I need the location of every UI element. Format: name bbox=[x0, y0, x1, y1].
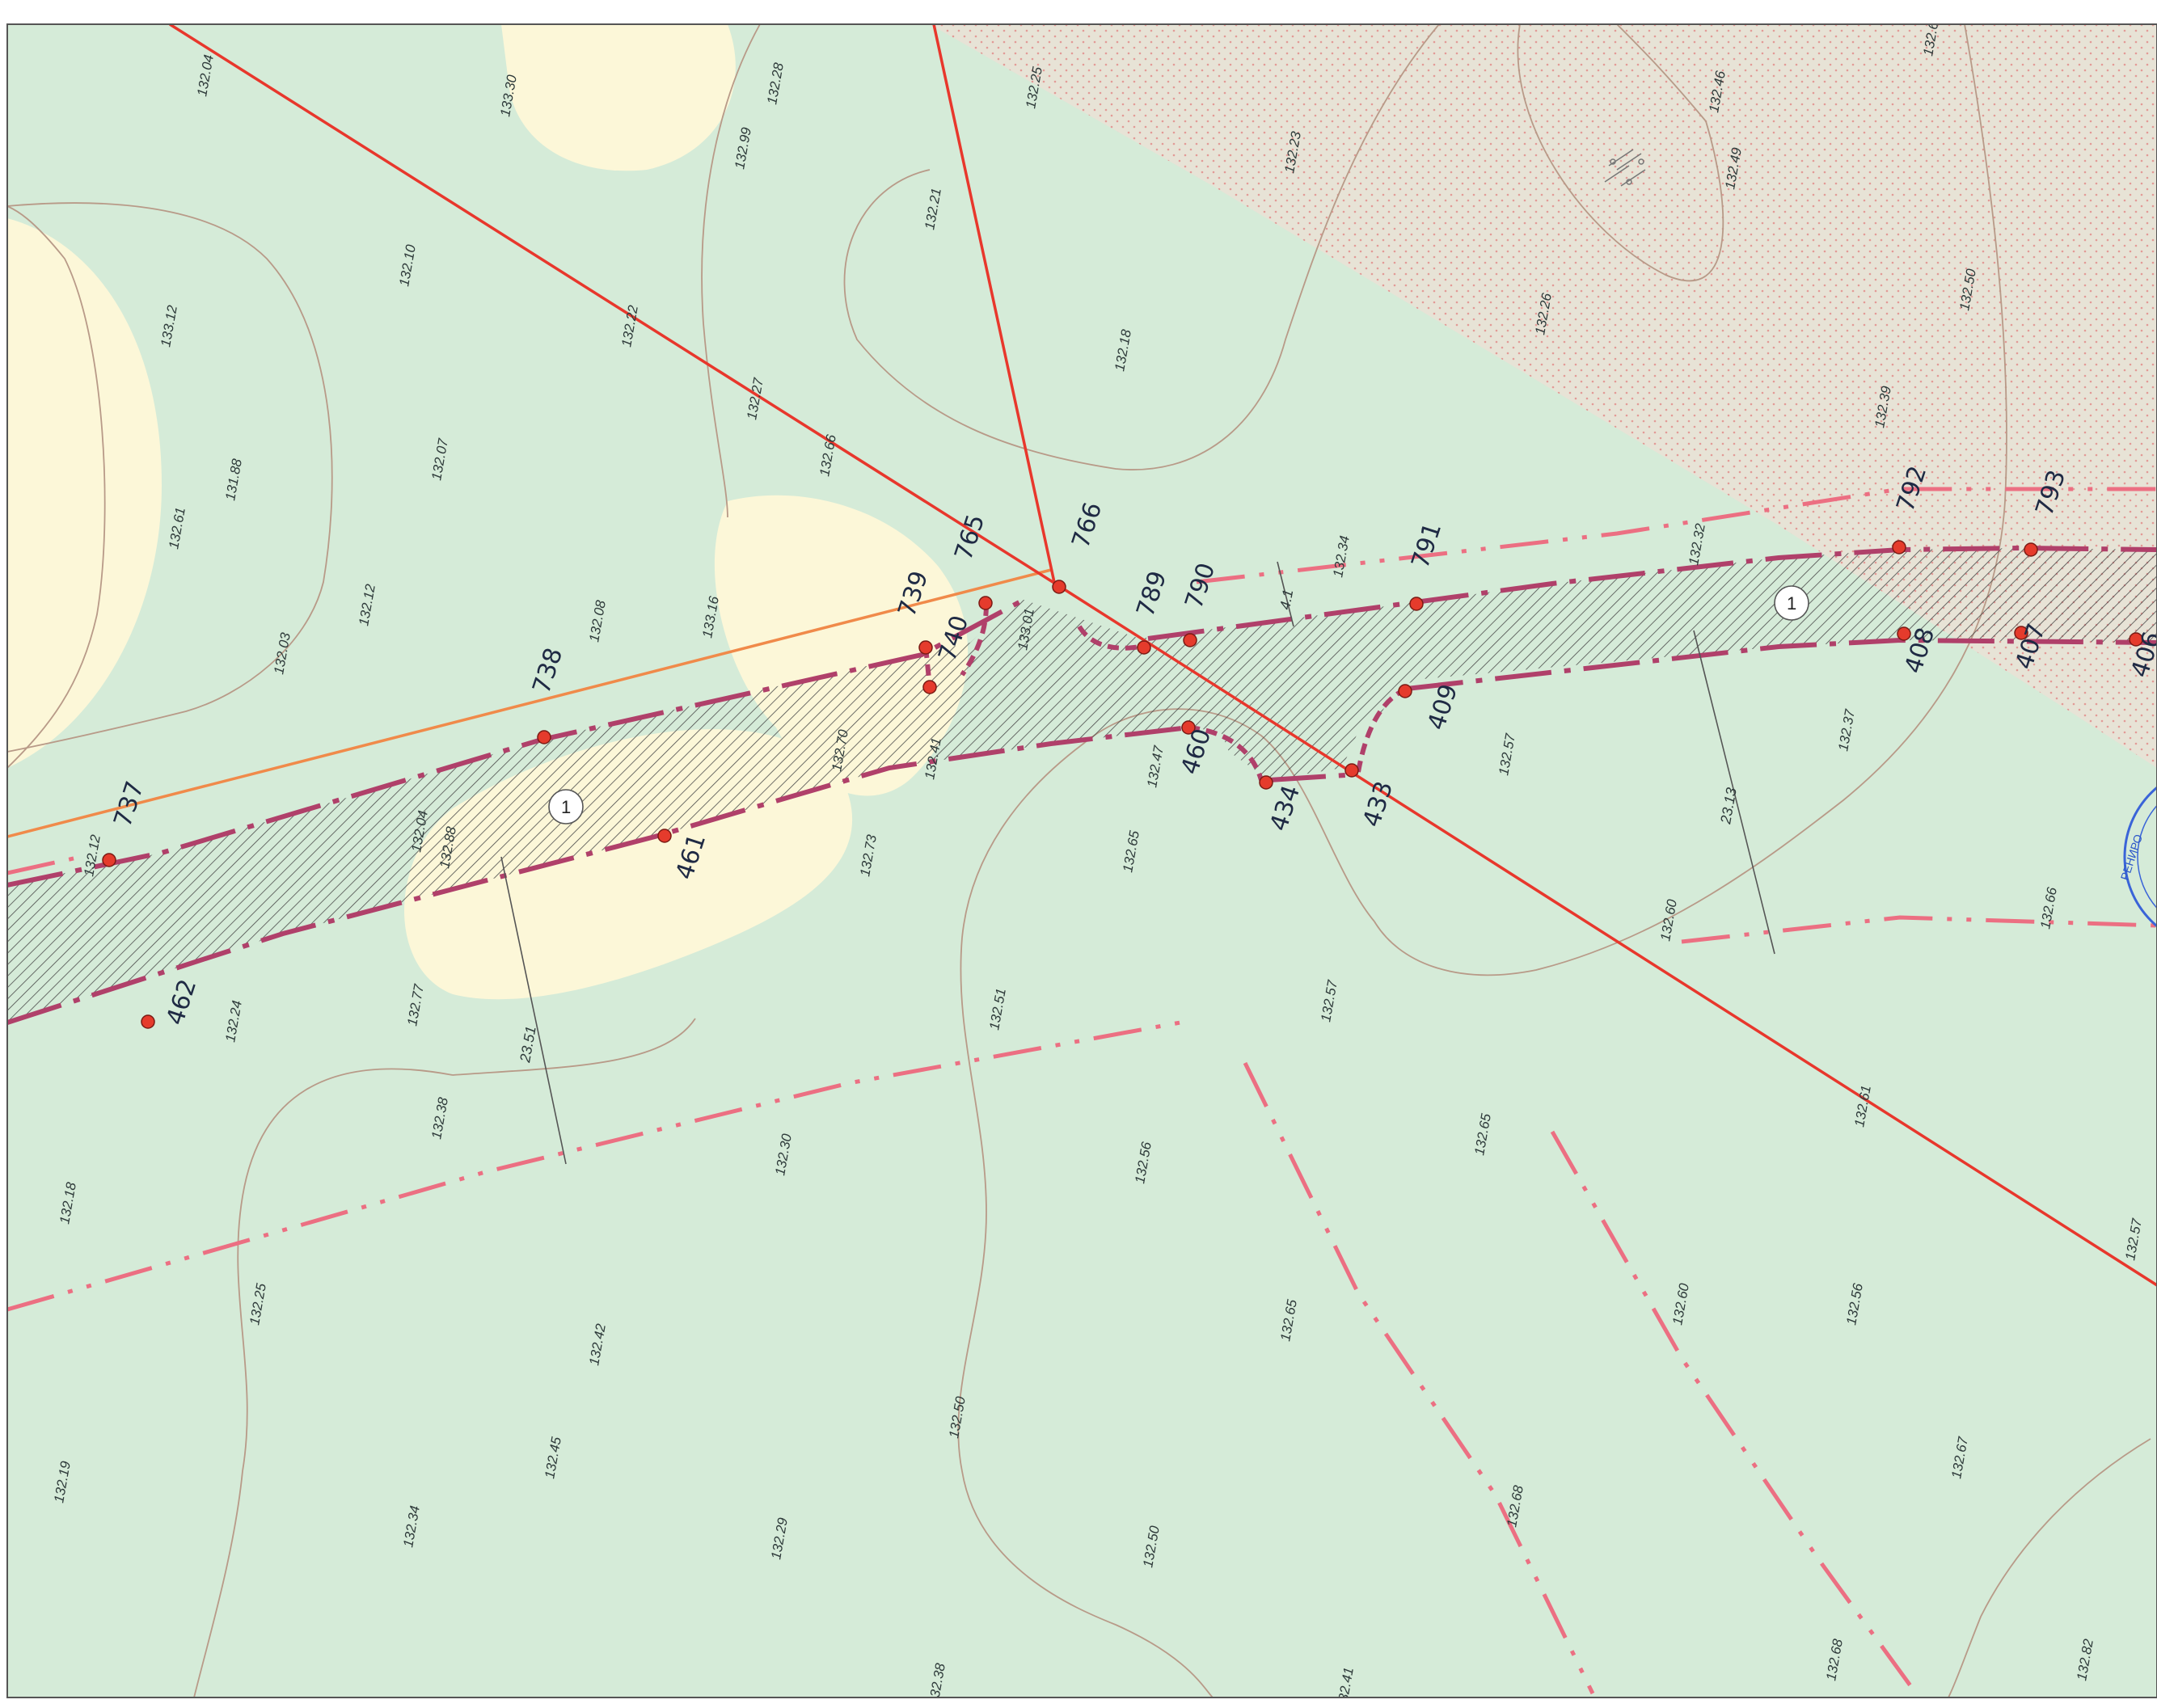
dotted-zone-pattern bbox=[930, 24, 2157, 768]
survey-point-marker bbox=[1398, 684, 1412, 698]
survey-point-marker bbox=[1409, 597, 1424, 611]
survey-point-marker bbox=[1892, 540, 1906, 555]
survey-point-marker bbox=[102, 853, 116, 867]
orange-line bbox=[7, 568, 1052, 838]
dimension-label: 4.1 bbox=[1277, 588, 1296, 611]
survey-point-marker bbox=[1344, 763, 1359, 778]
survey-point-marker bbox=[1137, 640, 1151, 655]
map-frame bbox=[6, 23, 2157, 1698]
survey-point-marker bbox=[978, 596, 993, 610]
dimension-lines bbox=[500, 561, 1775, 1165]
plot-badge-label: 1 bbox=[1787, 593, 1796, 614]
corridor-band bbox=[7, 548, 2157, 1023]
contour-lines bbox=[7, 24, 2151, 1697]
survey-point-marker bbox=[2014, 626, 2028, 640]
survey-point-marker bbox=[1259, 775, 1273, 790]
survey-point-marker bbox=[141, 1014, 155, 1029]
survey-point-marker bbox=[1181, 720, 1196, 735]
survey-point-marker bbox=[922, 680, 937, 694]
corridor-edge-curves bbox=[923, 604, 1408, 781]
survey-point-marker bbox=[657, 829, 672, 843]
tree-cluster-symbol bbox=[1604, 149, 1646, 187]
survey-point-marker bbox=[918, 640, 933, 655]
survey-point-marker bbox=[1897, 626, 1911, 641]
corridor-edge-bottom bbox=[7, 637, 2157, 1025]
survey-point-marker bbox=[1052, 580, 1066, 594]
plot-badge-label: 1 bbox=[561, 797, 571, 817]
plot-badges: 11 bbox=[548, 585, 1809, 824]
survey-point-marker bbox=[537, 730, 551, 744]
survey-point-marker bbox=[2129, 632, 2143, 647]
sand-area-top bbox=[501, 24, 736, 171]
survey-point-marker bbox=[1183, 633, 1197, 647]
survey-point-marker bbox=[2024, 542, 2038, 557]
plot-badge bbox=[1774, 585, 1809, 621]
boundary-lines bbox=[7, 487, 2157, 1695]
plot-badge bbox=[548, 789, 584, 824]
sand-area-left bbox=[7, 218, 162, 768]
